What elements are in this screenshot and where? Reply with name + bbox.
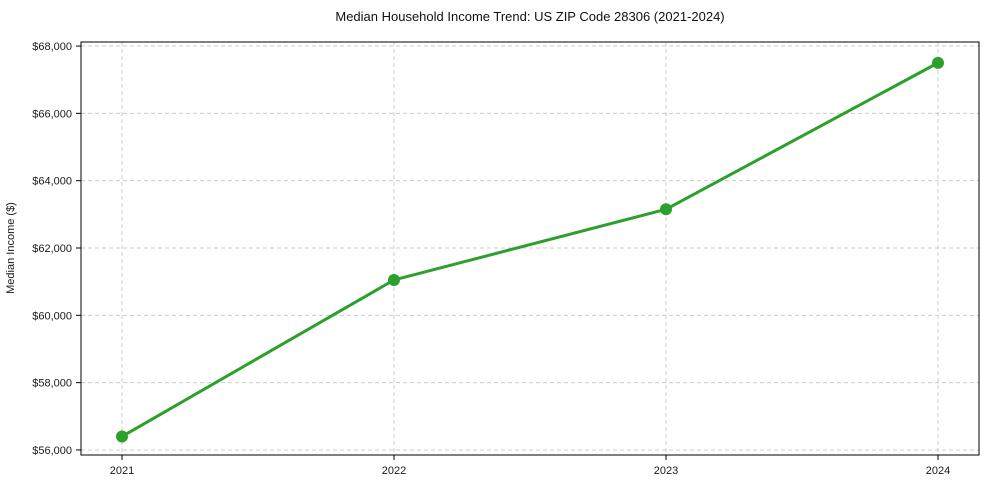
data-point-2023 <box>660 203 672 216</box>
y-tick-label: $60,000 <box>32 310 72 322</box>
x-tick-label: 2022 <box>382 465 406 477</box>
x-tick-label: 2023 <box>654 465 678 477</box>
income-trend-line <box>121 61 939 438</box>
y-tick-label: $68,000 <box>32 41 72 53</box>
y-tick-label: $56,000 <box>32 445 72 457</box>
x-tick-label: 2021 <box>110 465 134 477</box>
grid-lines <box>81 42 979 455</box>
y-tick-label: $62,000 <box>32 243 72 255</box>
axis-ticks: $56,000 $58,000 $60,000 $62,000 $64,000 $66,0… <box>32 41 950 477</box>
y-tick-label: $66,000 <box>32 108 72 120</box>
plot-border <box>80 41 980 456</box>
y-tick-label: $58,000 <box>32 378 72 390</box>
x-tick-label: 2024 <box>926 465 950 477</box>
data-point-2021 <box>116 430 128 443</box>
y-axis-label: Median Income ($) <box>5 202 17 294</box>
data-point-2022 <box>388 273 400 286</box>
chart-title: Median Household Income Trend: US ZIP Co… <box>335 9 724 24</box>
y-tick-label: $64,000 <box>32 176 72 188</box>
data-point-2024 <box>932 56 944 69</box>
